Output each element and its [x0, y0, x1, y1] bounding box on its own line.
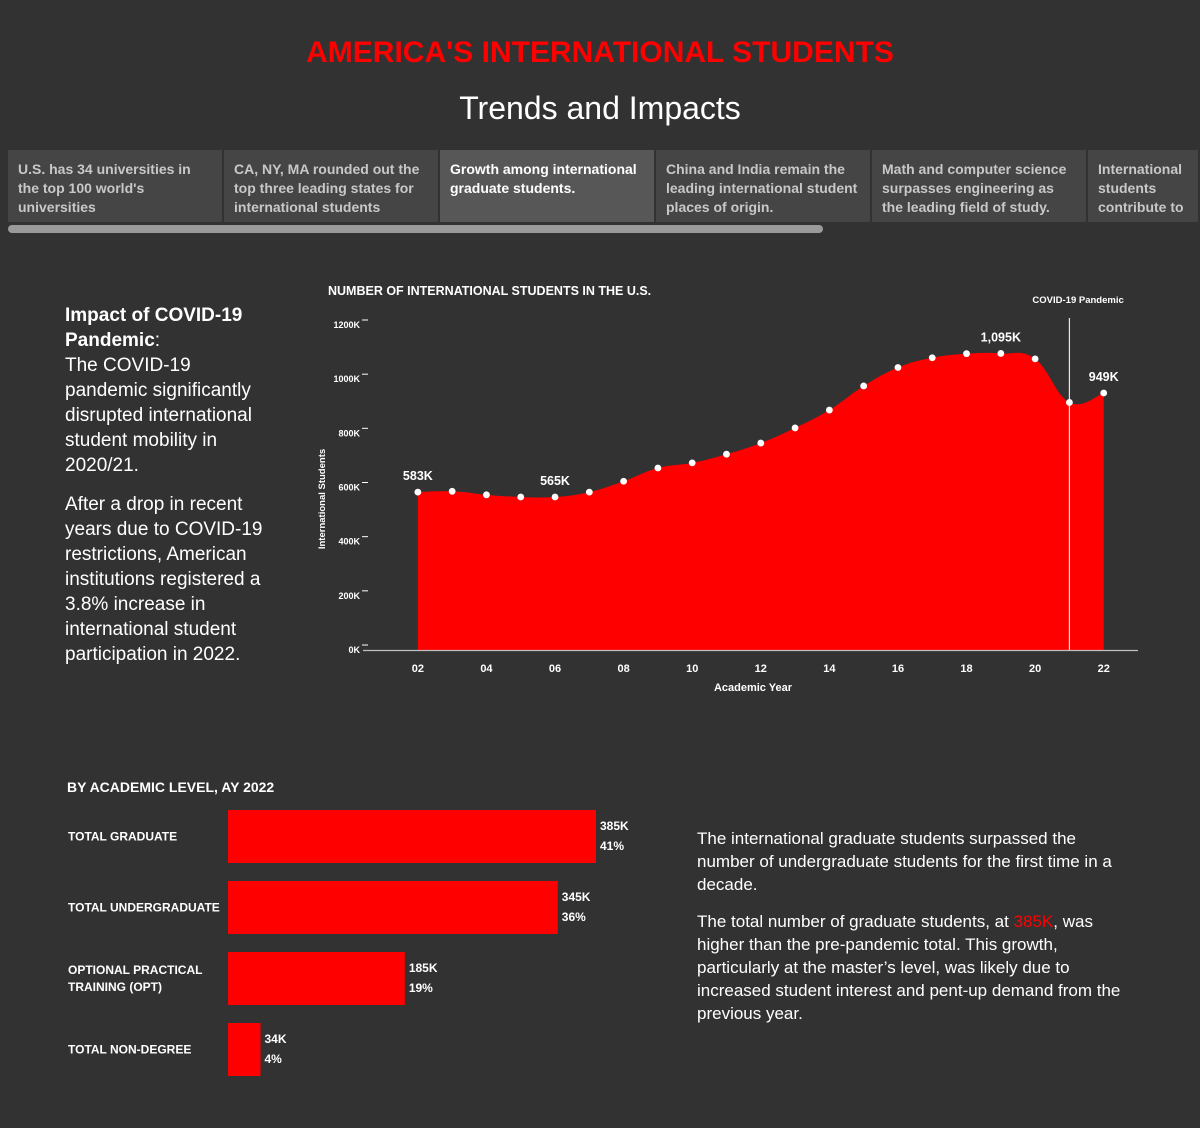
x-tick-label: 16	[892, 663, 904, 675]
area-chart-title: NUMBER OF INTERNATIONAL STUDENTS IN THE …	[328, 284, 651, 298]
bar	[228, 1023, 261, 1076]
data-point	[620, 477, 628, 485]
bar-value-label: 345K	[562, 890, 591, 904]
tab-universities[interactable]: U.S. has 34 universities in the top 100 …	[8, 150, 222, 222]
tab-field-of-study[interactable]: Math and computer science surpasses engi…	[872, 150, 1086, 222]
page-subtitle: Trends and Impacts	[459, 90, 741, 126]
bar-value-label: 385K	[600, 819, 629, 833]
data-point	[1100, 389, 1108, 397]
covid-reference-label: COVID-19 Pandemic	[1032, 295, 1123, 306]
y-tick-label: 800K	[338, 428, 360, 438]
bar-percent-label: 41%	[600, 839, 624, 853]
y-tick-label: 1200K	[333, 320, 360, 330]
area-y-axis-label: International Students	[317, 449, 328, 549]
tab-leading-states[interactable]: CA, NY, MA rounded out the top three lea…	[224, 150, 438, 222]
bar-value-label: 185K	[409, 961, 438, 975]
x-tick-label: 02	[412, 663, 424, 675]
story-tabs: U.S. has 34 universities in the top 100 …	[8, 150, 1200, 222]
area-series-fill	[417, 352, 1104, 650]
data-point	[894, 364, 902, 371]
covid-impact-para2: After a drop in recent years due to COVI…	[65, 494, 263, 665]
data-point	[1066, 399, 1073, 406]
tabs-scrollbar[interactable]	[8, 225, 823, 233]
x-tick-label: 04	[480, 663, 493, 675]
bar-category-label: TOTAL UNDERGRADUATE	[68, 901, 220, 915]
bar-chart-title: BY ACADEMIC LEVEL, AY 2022	[67, 779, 275, 795]
data-point	[1031, 355, 1039, 363]
y-tick-label: 200K	[338, 591, 360, 601]
bar-percent-label: 36%	[562, 910, 586, 924]
data-point	[791, 424, 799, 432]
data-label: 949K	[1089, 370, 1119, 384]
bar-category-label: TOTAL NON-DEGREE	[68, 1043, 191, 1057]
x-tick-label: 18	[960, 663, 972, 675]
x-tick-label: 12	[755, 663, 767, 675]
bar-percent-label: 19%	[409, 981, 433, 995]
graduate-growth-text: The international graduate students surp…	[697, 827, 1137, 1039]
graduate-para2-start: The total number of graduate students, a…	[697, 912, 1014, 931]
data-point	[688, 459, 696, 467]
covid-impact-text: Impact of COVID-19 Pandemic: The COVID-19…	[65, 303, 270, 681]
data-point	[963, 350, 970, 358]
data-point	[928, 354, 936, 362]
data-point	[997, 350, 1005, 357]
bar-category-label: OPTIONAL PRACTICAL	[68, 963, 202, 977]
data-point	[860, 382, 868, 390]
bar-value-label: 34K	[264, 1032, 286, 1046]
x-tick-label: 20	[1029, 663, 1041, 675]
data-point	[551, 493, 559, 501]
data-label: 1,095K	[981, 330, 1021, 344]
y-tick-label: 400K	[338, 537, 360, 547]
y-tick-label: 0K	[348, 645, 360, 655]
tab-economic-contribution[interactable]: International students contribute to ..	[1088, 150, 1198, 222]
data-point	[654, 464, 662, 472]
x-tick-label: 10	[686, 663, 698, 675]
graduate-growth-para1: The international graduate students surp…	[697, 829, 1112, 894]
data-label: 583K	[403, 469, 433, 483]
data-point	[448, 487, 456, 495]
data-point	[757, 439, 765, 447]
x-tick-label: 06	[549, 663, 561, 675]
academic-level-bar-chart: TOTAL GRADUATE 385K 41% TOTAL UNDERGRADUATE…	[68, 810, 629, 1076]
data-point	[414, 488, 422, 496]
covid-impact-colon: :	[154, 330, 161, 351]
covid-impact-para1: The COVID-19 pandemic significantly disr…	[65, 355, 252, 476]
international-students-area-chart: NUMBER OF INTERNATIONAL STUDENTS IN THE …	[317, 284, 1138, 694]
x-tick-label: 08	[617, 663, 629, 675]
tab-graduate-growth[interactable]: Growth among international graduate stud…	[440, 150, 654, 222]
data-point	[517, 493, 525, 501]
covid-impact-heading: Impact of COVID-19 Pandemic	[65, 305, 243, 351]
data-label: 565K	[540, 474, 570, 488]
x-tick-label: 22	[1098, 663, 1110, 675]
x-tick-label: 14	[823, 663, 836, 675]
y-tick-label: 600K	[338, 483, 360, 493]
tab-places-of-origin[interactable]: China and India remain the leading inter…	[656, 150, 870, 222]
bar-percent-label: 4%	[264, 1052, 282, 1066]
bar	[228, 881, 558, 934]
data-point	[483, 491, 490, 499]
bar	[228, 952, 405, 1005]
bar-category-label: TRAINING (OPT)	[68, 980, 162, 994]
bar	[228, 810, 596, 863]
graduate-para2-end: , was higher than the pre-pandemic total…	[697, 912, 1121, 1023]
graduate-growth-para2: The total number of graduate students, a…	[697, 910, 1137, 1025]
bar-category-label: TOTAL GRADUATE	[68, 830, 177, 844]
data-point	[723, 450, 730, 458]
data-point	[825, 406, 833, 414]
graduate-total-highlight: 385K	[1013, 912, 1054, 931]
area-x-axis-label: Academic Year	[714, 682, 793, 694]
y-tick-label: 1000K	[333, 374, 360, 384]
page-title: AMERICA'S INTERNATIONAL STUDENTS	[306, 36, 894, 69]
data-point	[585, 488, 593, 496]
